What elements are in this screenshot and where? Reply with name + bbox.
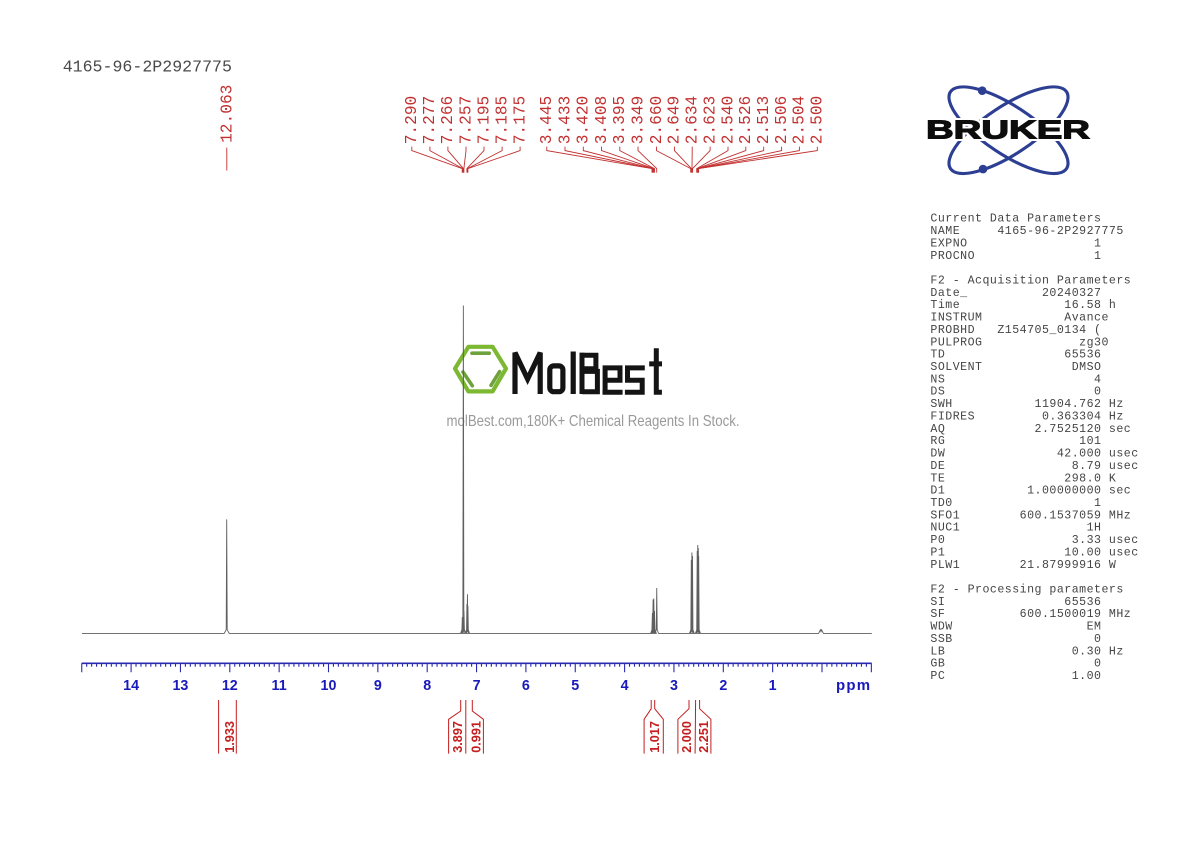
svg-text:2.660: 2.660 <box>648 96 666 145</box>
svg-text:1.017: 1.017 <box>648 721 662 753</box>
svg-text:SWH 11904.762 Hz: SWH 11904.762 Hz <box>930 398 1123 411</box>
svg-text:Time 16.58 h: Time 16.58 h <box>930 299 1116 312</box>
svg-text:9: 9 <box>374 678 382 694</box>
svg-text:BRUKER: BRUKER <box>926 115 1090 145</box>
svg-text:SFO1 600.1537059 MHz: SFO1 600.1537059 MHz <box>930 509 1131 522</box>
svg-text:RG 101: RG 101 <box>930 435 1101 448</box>
svg-text:PC 1.00: PC 1.00 <box>930 670 1101 683</box>
svg-text:LB 0.30 Hz: LB 0.30 Hz <box>930 645 1123 658</box>
svg-text:7.257: 7.257 <box>457 96 475 145</box>
svg-text:TD 65536: TD 65536 <box>930 349 1101 362</box>
svg-text:SF 600.1500019 MHz: SF 600.1500019 MHz <box>930 608 1131 621</box>
svg-text:AQ 2.7525120 sec: AQ 2.7525120 sec <box>930 423 1131 436</box>
svg-text:7: 7 <box>473 678 481 694</box>
svg-text:14: 14 <box>123 678 139 694</box>
svg-text:2.526: 2.526 <box>737 96 755 145</box>
svg-text:2.000: 2.000 <box>680 721 694 753</box>
svg-text:6: 6 <box>522 678 530 694</box>
svg-text:7.175: 7.175 <box>511 96 529 145</box>
svg-text:SSB 0: SSB 0 <box>930 633 1101 646</box>
svg-text:D1 1.00000000 sec: D1 1.00000000 sec <box>930 485 1131 498</box>
svg-text:2.251: 2.251 <box>697 721 711 753</box>
svg-text:3.349: 3.349 <box>629 96 647 145</box>
svg-text:F2 - Processing parameters: F2 - Processing parameters <box>930 584 1123 597</box>
svg-text:3.395: 3.395 <box>611 96 629 145</box>
svg-text:2.504: 2.504 <box>791 96 809 145</box>
svg-text:TE 298.0 K: TE 298.0 K <box>930 472 1116 485</box>
svg-text:DS 0: DS 0 <box>930 386 1101 399</box>
svg-text:2.634: 2.634 <box>684 96 702 145</box>
svg-text:11: 11 <box>272 678 287 694</box>
svg-text:NUC1 1H: NUC1 1H <box>930 522 1101 535</box>
svg-text:7.266: 7.266 <box>439 96 457 145</box>
svg-text:12.063: 12.063 <box>218 85 236 143</box>
svg-text:7.277: 7.277 <box>421 96 439 145</box>
svg-text:2.540: 2.540 <box>719 96 737 145</box>
svg-text:PLW1 21.87999916 W: PLW1 21.87999916 W <box>930 559 1116 572</box>
svg-text:3.433: 3.433 <box>556 96 574 145</box>
svg-text:BRUKER: BRUKER <box>926 115 1090 145</box>
svg-text:NS 4: NS 4 <box>930 373 1101 386</box>
svg-text:EXPNO 1: EXPNO 1 <box>930 237 1101 250</box>
svg-text:4: 4 <box>621 678 629 694</box>
svg-text:FIDRES 0.363304 Hz: FIDRES 0.363304 Hz <box>930 410 1123 423</box>
svg-text:3: 3 <box>670 678 678 694</box>
svg-text:PROBHD Z154705_0134 (: PROBHD Z154705_0134 ( <box>930 324 1101 337</box>
svg-text:2.623: 2.623 <box>701 96 719 145</box>
svg-text:3.408: 3.408 <box>593 96 611 145</box>
svg-text:8: 8 <box>423 678 431 694</box>
svg-text:WDW EM: WDW EM <box>930 621 1101 634</box>
svg-text:NAME 4165-96-2P2927775: NAME 4165-96-2P2927775 <box>930 225 1123 238</box>
svg-text:P1 10.00 usec: P1 10.00 usec <box>930 546 1138 559</box>
svg-text:2.649: 2.649 <box>666 96 684 145</box>
svg-text:10: 10 <box>321 678 337 694</box>
svg-text:0.991: 0.991 <box>470 721 484 753</box>
svg-text:1: 1 <box>769 678 777 694</box>
svg-text:TD0 1: TD0 1 <box>930 497 1101 510</box>
svg-text:Date_ 20240327: Date_ 20240327 <box>930 287 1101 300</box>
svg-text:SI 65536: SI 65536 <box>930 596 1101 609</box>
svg-text:13: 13 <box>172 678 188 694</box>
svg-text:3.420: 3.420 <box>575 96 593 145</box>
svg-text:2.513: 2.513 <box>755 96 773 145</box>
svg-text:DE 8.79 usec: DE 8.79 usec <box>930 460 1138 473</box>
svg-text:3.897: 3.897 <box>451 721 465 753</box>
svg-text:INSTRUM Avance: INSTRUM Avance <box>930 312 1109 325</box>
svg-text:F2 - Acquisition Parameters: F2 - Acquisition Parameters <box>930 275 1131 288</box>
svg-text:7.290: 7.290 <box>403 96 421 145</box>
svg-text:3.445: 3.445 <box>538 96 556 145</box>
svg-text:GB 0: GB 0 <box>930 658 1101 671</box>
svg-text:molBest.com,180K+ Chemical Rea: molBest.com,180K+ Chemical Reagents In S… <box>447 413 740 430</box>
svg-text:5: 5 <box>571 678 579 694</box>
svg-text:DW 42.000 usec: DW 42.000 usec <box>930 448 1138 461</box>
svg-text:7.195: 7.195 <box>475 96 493 145</box>
svg-text:2: 2 <box>719 678 727 694</box>
svg-text:PULPROG zg30: PULPROG zg30 <box>930 336 1109 349</box>
svg-text:12: 12 <box>222 678 238 694</box>
svg-text:1.933: 1.933 <box>223 721 237 753</box>
svg-text:Current Data Parameters: Current Data Parameters <box>930 213 1101 226</box>
svg-text:ppm: ppm <box>836 677 871 694</box>
svg-text:PROCNO 1: PROCNO 1 <box>930 250 1101 263</box>
svg-text:7.185: 7.185 <box>493 96 511 145</box>
svg-text:P0 3.33 usec: P0 3.33 usec <box>930 534 1138 547</box>
svg-text:4165-96-2P2927775: 4165-96-2P2927775 <box>63 58 232 77</box>
svg-text:2.500: 2.500 <box>809 96 827 145</box>
svg-text:SOLVENT DMSO: SOLVENT DMSO <box>930 361 1101 374</box>
svg-text:2.506: 2.506 <box>773 96 791 145</box>
